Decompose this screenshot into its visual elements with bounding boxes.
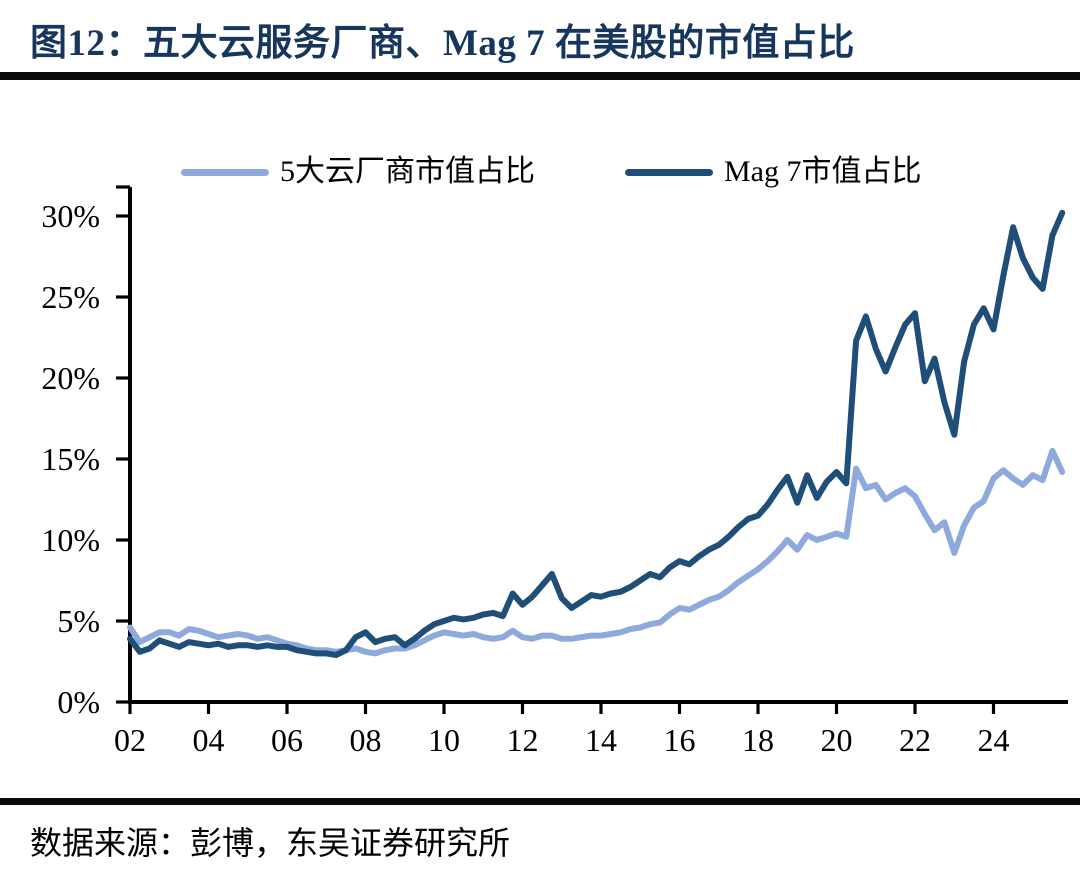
title-divider-rule bbox=[0, 72, 1080, 80]
legend-item-mag7: Mag 7市值占比 bbox=[625, 152, 922, 192]
x-tick-label: 24 bbox=[978, 722, 1010, 758]
legend-label-cloud5: 5大云厂商市值占比 bbox=[280, 155, 535, 188]
x-tick-label: 18 bbox=[742, 722, 774, 758]
x-tick-label: 06 bbox=[271, 722, 303, 758]
x-tick-label: 10 bbox=[428, 722, 460, 758]
legend-item-cloud5: 5大云厂商市值占比 bbox=[181, 152, 535, 192]
footer-divider-rule bbox=[0, 798, 1080, 805]
x-tick-label: 02 bbox=[114, 722, 146, 758]
source-note: 数据来源：彭博，东吴证券研究所 bbox=[30, 825, 511, 861]
mag7-line bbox=[127, 209, 1066, 658]
x-tick-label: 12 bbox=[507, 722, 539, 758]
y-tick-label: 10% bbox=[41, 522, 100, 558]
mag7-line-swatch bbox=[625, 168, 713, 176]
y-tick-label: 0% bbox=[57, 684, 100, 720]
y-tick-label: 30% bbox=[41, 198, 100, 234]
x-tick-label: 04 bbox=[193, 722, 225, 758]
x-tick-label: 08 bbox=[350, 722, 382, 758]
y-tick-label: 20% bbox=[41, 360, 100, 396]
y-tick-label: 25% bbox=[41, 279, 100, 315]
x-tick-label: 22 bbox=[899, 722, 931, 758]
x-tick-label: 20 bbox=[821, 722, 853, 758]
cloud5-line-swatch bbox=[181, 168, 269, 176]
cloud5-line bbox=[127, 447, 1066, 657]
x-tick-label: 14 bbox=[585, 722, 617, 758]
y-tick-label: 5% bbox=[57, 603, 100, 639]
y-tick-label: 15% bbox=[41, 441, 100, 477]
legend-label-mag7: Mag 7市值占比 bbox=[724, 155, 922, 188]
chart-legend: 5大云厂商市值占比 Mag 7市值占比 bbox=[0, 152, 1080, 192]
figure-title: 图12：五大云服务厂商、Mag 7 在美股的市值占比 bbox=[30, 23, 855, 64]
x-tick-label: 16 bbox=[664, 722, 696, 758]
